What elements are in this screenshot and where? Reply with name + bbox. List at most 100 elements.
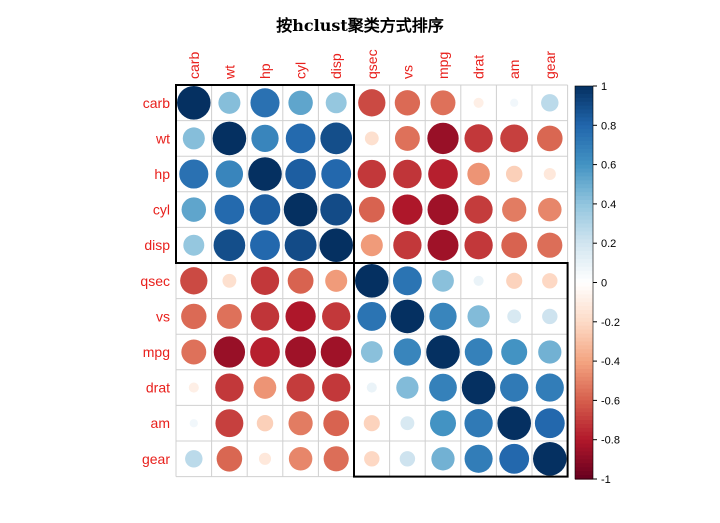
row-label-qsec: qsec xyxy=(140,273,170,289)
legend-color-step xyxy=(575,168,593,174)
correlation-circle-drat-mpg xyxy=(429,373,457,402)
legend-color-step xyxy=(575,109,593,115)
cluster-boxes xyxy=(175,84,569,478)
legend-color-step xyxy=(575,353,593,358)
correlation-circle-qsec-gear xyxy=(542,273,558,289)
correlation-circle-wt-cyl xyxy=(285,123,316,154)
legend-color-step xyxy=(575,125,593,130)
legend-color-step xyxy=(575,368,593,374)
row-label-vs: vs xyxy=(156,308,170,324)
legend-color-step xyxy=(575,215,593,221)
correlation-circle-mpg-carb xyxy=(181,339,207,365)
legend-color-step xyxy=(575,333,593,339)
legend-color-step xyxy=(575,266,593,272)
column-label-cyl: cyl xyxy=(293,62,309,79)
legend-color-step xyxy=(575,471,593,476)
correlation-circle-cyl-cyl xyxy=(283,192,318,227)
correlation-circle-qsec-am xyxy=(506,272,523,289)
correlation-circle-wt-disp xyxy=(320,122,353,155)
legend-color-step xyxy=(575,451,593,457)
correlation-circle-cyl-vs xyxy=(392,194,423,225)
correlation-circle-carb-vs xyxy=(394,90,421,116)
legend-tick-label: -1 xyxy=(601,474,611,486)
legend-color-step xyxy=(575,443,593,449)
column-label-am: am xyxy=(506,60,522,79)
legend-color-step xyxy=(575,262,593,268)
legend-color-step xyxy=(575,392,593,398)
legend-color-step xyxy=(575,365,593,370)
correlation-circle-am-qsec xyxy=(363,415,380,432)
legend-color-step xyxy=(575,290,593,295)
correlation-circle-qsec-disp xyxy=(325,269,348,292)
correlation-circle-mpg-cyl xyxy=(285,336,317,368)
correlation-circle-qsec-wt xyxy=(222,273,237,288)
legend-color-step xyxy=(575,317,593,323)
legend-color-step xyxy=(575,306,593,311)
row-labels: carb wt hp cyl disp qsec vs mpg drat am gear xyxy=(140,95,170,467)
legend-color-step xyxy=(575,196,593,201)
correlation-circle-mpg-qsec xyxy=(360,341,383,363)
correlation-circle-gear-drat xyxy=(464,444,493,473)
correlation-circle-am-mpg xyxy=(429,410,457,437)
correlation-circle-cyl-gear xyxy=(538,197,562,222)
legend-color-step xyxy=(575,219,593,225)
correlation-circle-vs-mpg xyxy=(429,302,457,331)
correlation-circle-hp-gear xyxy=(543,167,556,181)
legend-color-step xyxy=(575,129,593,134)
legend-color-step xyxy=(575,180,593,185)
legend-color-step xyxy=(575,313,593,319)
correlation-circle-cyl-carb xyxy=(181,197,207,222)
correlation-circle-wt-vs xyxy=(394,125,420,151)
row-label-drat: drat xyxy=(146,380,170,396)
correlation-circle-vs-cyl xyxy=(285,301,316,332)
correlation-circle-am-drat xyxy=(464,409,493,438)
legend-color-step xyxy=(575,388,593,394)
legend-color-step xyxy=(575,420,593,425)
cluster-box-2 xyxy=(353,262,569,478)
correlation-circle-carb-hp xyxy=(250,88,280,118)
legend-color-step xyxy=(575,160,593,166)
correlation-circle-cyl-qsec xyxy=(358,196,385,223)
correlation-circle-hp-carb xyxy=(179,159,209,189)
correlation-circle-cyl-drat xyxy=(464,195,493,224)
correlation-circle-hp-qsec xyxy=(357,159,386,189)
legend-color-step xyxy=(575,447,593,453)
column-label-hp: hp xyxy=(257,63,273,79)
legend-color-step xyxy=(575,184,593,189)
cluster-box-1 xyxy=(175,84,355,264)
row-label-mpg: mpg xyxy=(143,344,170,360)
legend-color-step xyxy=(575,93,593,99)
legend-color-step xyxy=(575,97,593,103)
legend-color-step xyxy=(575,156,593,162)
correlation-circle-vs-gear xyxy=(542,308,558,325)
correlation-circle-disp-wt xyxy=(213,229,246,262)
correlation-circle-am-cyl xyxy=(288,411,313,436)
legend-tick-label: 0.8 xyxy=(601,120,616,132)
legend-color-step xyxy=(575,254,593,260)
legend-color-step xyxy=(575,467,593,472)
legend-color-step xyxy=(575,396,593,401)
correlation-circle-gear-gear xyxy=(533,442,567,476)
row-label-hp: hp xyxy=(154,166,170,182)
correlation-circle-am-wt xyxy=(215,409,244,438)
legend-color-step xyxy=(575,164,593,170)
legend-color-step xyxy=(575,239,593,244)
correlation-circle-qsec-carb xyxy=(180,267,208,295)
correlation-circle-vs-am xyxy=(507,309,522,324)
correlation-circle-hp-cyl xyxy=(285,158,316,190)
correlation-circle-mpg-wt xyxy=(213,336,246,368)
legend-color-step xyxy=(575,439,593,445)
correlation-circle-drat-qsec xyxy=(366,382,377,393)
correlation-circle-disp-drat xyxy=(464,231,493,260)
legend-color-step xyxy=(575,372,593,378)
legend-color-step xyxy=(575,282,593,288)
legend-color-step xyxy=(575,199,593,205)
column-label-qsec: qsec xyxy=(364,49,380,79)
legend-color-step xyxy=(575,188,593,193)
legend-color-step xyxy=(575,105,593,111)
row-label-gear: gear xyxy=(142,451,170,467)
color-legend: 1 0.8 0.6 0.4 0.2 0 -0.2 -0.4 -0.6 -0.8 -1 xyxy=(574,81,620,486)
correlation-circle-mpg-gear xyxy=(538,340,562,364)
chart-title: 按hclust聚类方式排序 xyxy=(276,16,444,35)
legend-color-step xyxy=(575,361,593,366)
